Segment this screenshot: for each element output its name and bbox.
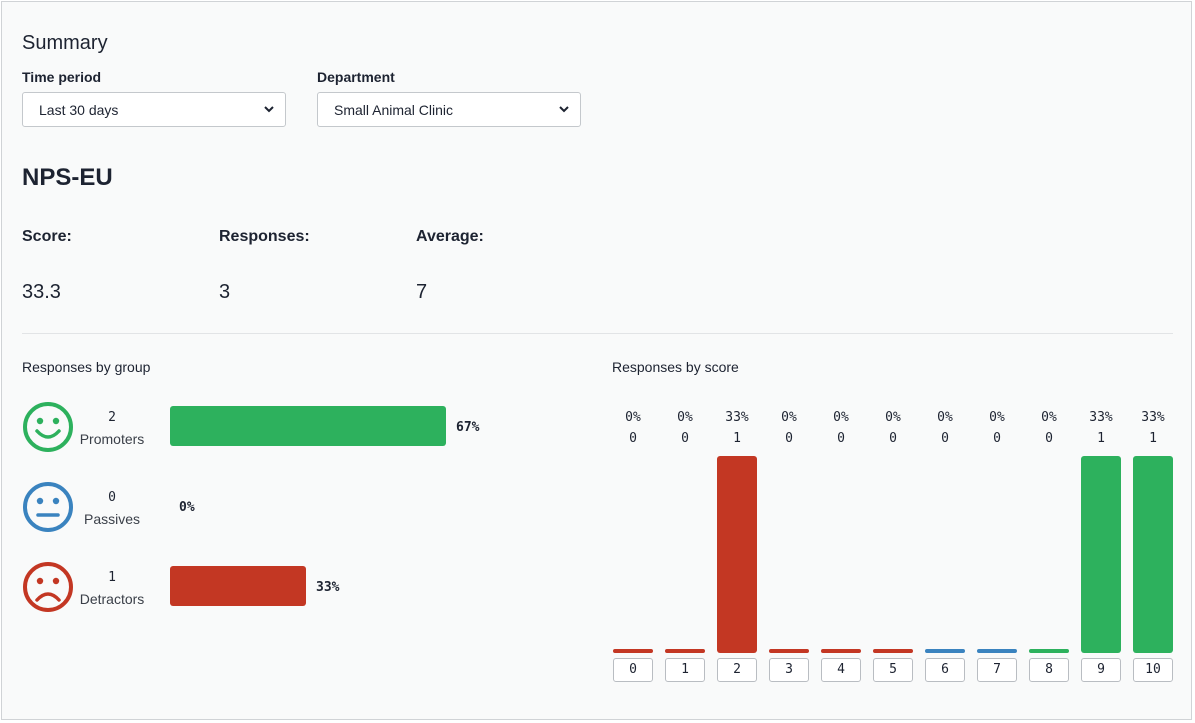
score-tick-label: 10 — [1133, 658, 1173, 682]
chevron-down-icon — [559, 106, 569, 113]
score-count-label: 1 — [733, 431, 741, 446]
score-value: 33.3 — [22, 281, 61, 303]
promoters-label: Promoters — [79, 431, 145, 447]
score-count-label: 1 — [1097, 431, 1105, 446]
detractors-label: Detractors — [79, 591, 145, 607]
responses-value: 3 — [219, 281, 231, 303]
score-percent-label: 33% — [1141, 410, 1165, 425]
promoters-percent: 67% — [456, 420, 480, 435]
department-label: Department — [317, 69, 395, 85]
neutral-face-icon — [23, 482, 73, 532]
detractors-bar — [170, 566, 306, 606]
score-count-label: 0 — [889, 431, 897, 446]
department-select[interactable]: Small Animal Clinic — [317, 92, 581, 127]
score-count-label: 1 — [1149, 431, 1157, 446]
detractors-count: 1 — [108, 570, 116, 585]
score-tick-label: 9 — [1081, 658, 1121, 682]
responses-label: Responses: — [219, 228, 310, 245]
score-count-label: 0 — [681, 431, 689, 446]
score-bar — [1133, 456, 1173, 653]
score-percent-label: 0% — [989, 410, 1005, 425]
score-percent-label: 0% — [885, 410, 901, 425]
responses-by-score-title: Responses by score — [612, 359, 739, 375]
chevron-down-icon — [264, 106, 274, 113]
score-bar — [1081, 456, 1121, 653]
score-tick-label: 3 — [769, 658, 809, 682]
divider — [22, 333, 1173, 334]
score-percent-label: 33% — [1089, 410, 1113, 425]
time-period-select[interactable]: Last 30 days — [22, 92, 286, 127]
score-count-label: 0 — [941, 431, 949, 446]
survey-title: NPS-EU — [22, 164, 113, 191]
score-count-label: 0 — [785, 431, 793, 446]
average-value: 7 — [416, 281, 428, 303]
score-count-label: 0 — [837, 431, 845, 446]
score-bar — [1029, 649, 1069, 653]
score-percent-label: 33% — [725, 410, 749, 425]
time-period-value: Last 30 days — [39, 102, 119, 118]
score-tick-label: 6 — [925, 658, 965, 682]
page-title: Summary — [22, 32, 108, 54]
score-tick-label: 8 — [1029, 658, 1069, 682]
sad-face-icon — [23, 562, 73, 612]
score-tick-label: 5 — [873, 658, 913, 682]
time-period-label: Time period — [22, 69, 102, 85]
score-percent-label: 0% — [625, 410, 641, 425]
score-bar — [717, 456, 757, 653]
score-tick-label: 1 — [665, 658, 705, 682]
score-bar — [665, 649, 705, 653]
smile-face-icon — [23, 402, 73, 452]
score-count-label: 0 — [629, 431, 637, 446]
score-bar — [925, 649, 965, 653]
score-count-label: 0 — [993, 431, 1001, 446]
score-bar — [613, 649, 653, 653]
score-percent-label: 0% — [833, 410, 849, 425]
score-percent-label: 0% — [781, 410, 797, 425]
score-tick-label: 0 — [613, 658, 653, 682]
score-bar — [873, 649, 913, 653]
responses-by-group-title: Responses by group — [22, 359, 151, 375]
passives-label: Passives — [83, 511, 141, 527]
detractors-percent: 33% — [316, 580, 340, 595]
score-percent-label: 0% — [677, 410, 693, 425]
score-bar — [977, 649, 1017, 653]
promoters-count: 2 — [108, 410, 116, 425]
passives-percent: 0% — [179, 500, 195, 515]
score-bar — [769, 649, 809, 653]
department-value: Small Animal Clinic — [334, 102, 454, 118]
score-tick-label: 2 — [717, 658, 757, 682]
passives-count: 0 — [108, 490, 116, 505]
average-label: Average: — [416, 228, 484, 245]
score-label: Score: — [22, 228, 72, 245]
score-tick-label: 7 — [977, 658, 1017, 682]
promoters-bar — [170, 406, 446, 446]
score-percent-label: 0% — [1041, 410, 1057, 425]
score-bar — [821, 649, 861, 653]
score-tick-label: 4 — [821, 658, 861, 682]
score-count-label: 0 — [1045, 431, 1053, 446]
score-percent-label: 0% — [937, 410, 953, 425]
